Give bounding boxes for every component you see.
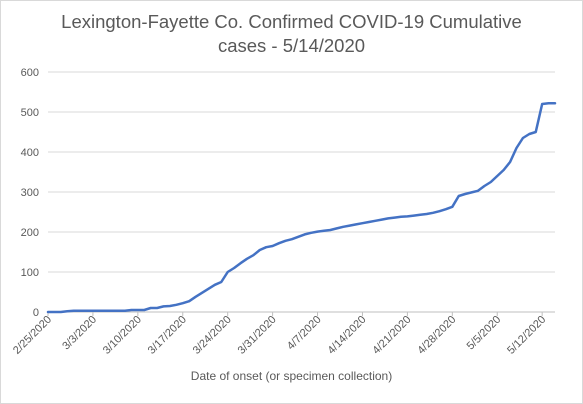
x-tick-label: 2/25/2020 — [11, 314, 54, 357]
x-tick-label: 4/28/2020 — [415, 314, 458, 357]
series-line — [46, 101, 557, 314]
y-tick-label: 500 — [21, 107, 39, 119]
x-tick-label: 4/14/2020 — [326, 314, 369, 357]
x-tick-labels: 2/25/2020 3/3/2020 3/10/2020 3/17/2020 3/24/… — [11, 312, 548, 357]
y-tick-label: 100 — [21, 267, 39, 279]
y-tick-label: 400 — [21, 147, 39, 159]
y-tick-label: 300 — [21, 187, 39, 199]
y-tick-label: 0 — [33, 307, 39, 319]
x-axis-label: Date of onset (or specimen collection) — [190, 369, 393, 383]
x-tick-label: 3/31/2020 — [236, 314, 279, 357]
x-tick-label: 3/3/2020 — [60, 314, 99, 353]
x-tick-label: 4/21/2020 — [370, 314, 413, 357]
y-tick-label: 600 — [21, 67, 39, 79]
chart-title: Lexington-Fayette Co. Confirmed COVID-19… — [0, 10, 583, 58]
x-tick-label: 3/10/2020 — [101, 314, 144, 357]
x-tick-label: 5/12/2020 — [505, 314, 548, 357]
x-tick-label: 3/17/2020 — [146, 314, 189, 357]
x-tick-label: 3/24/2020 — [191, 314, 234, 357]
chart-title-line-2: cases - 5/14/2020 — [217, 35, 366, 56]
y-tick-label: 200 — [21, 227, 39, 239]
x-tick-label: 4/7/2020 — [285, 314, 324, 353]
y-tick-labels: 0 100 200 300 400 500 600 — [21, 67, 39, 319]
x-tick-label: 5/5/2020 — [465, 314, 504, 353]
chart-title-line-1: Lexington-Fayette Co. Confirmed COVID-19… — [61, 11, 522, 32]
gridlines — [48, 71, 555, 313]
